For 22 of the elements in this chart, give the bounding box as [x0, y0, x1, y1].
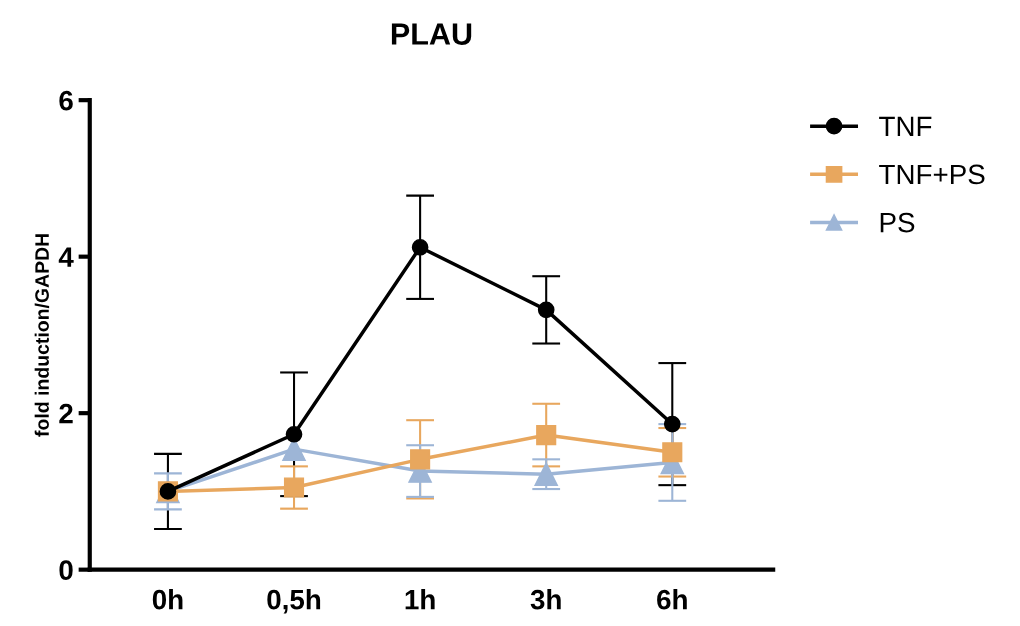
y-tick-label: 4 [58, 247, 74, 267]
point [285, 425, 303, 443]
legend-label: TNF [879, 116, 932, 136]
point [536, 424, 557, 446]
x-tick-label: 0h [152, 589, 183, 610]
y-tick-label: 2 [59, 403, 73, 424]
y-tick-label: 6 [59, 90, 73, 111]
x-tick-label: 0,5h [267, 589, 321, 614]
point [662, 442, 683, 463]
chart-title: PLAU [391, 23, 472, 45]
point [411, 238, 429, 256]
y-tick-label: 0 [59, 560, 73, 580]
legend-label: TNF+PS [879, 164, 985, 185]
point [283, 477, 305, 498]
point [537, 301, 555, 319]
x-tick-label: 6h [657, 589, 687, 610]
y-axis-title: fold induction/GAPDH [34, 234, 50, 437]
point [663, 415, 681, 433]
x-tick-label: 1h [405, 589, 435, 610]
x-tick-label: 3h [530, 589, 561, 610]
point [410, 449, 431, 470]
legend-label: PS [880, 212, 915, 233]
